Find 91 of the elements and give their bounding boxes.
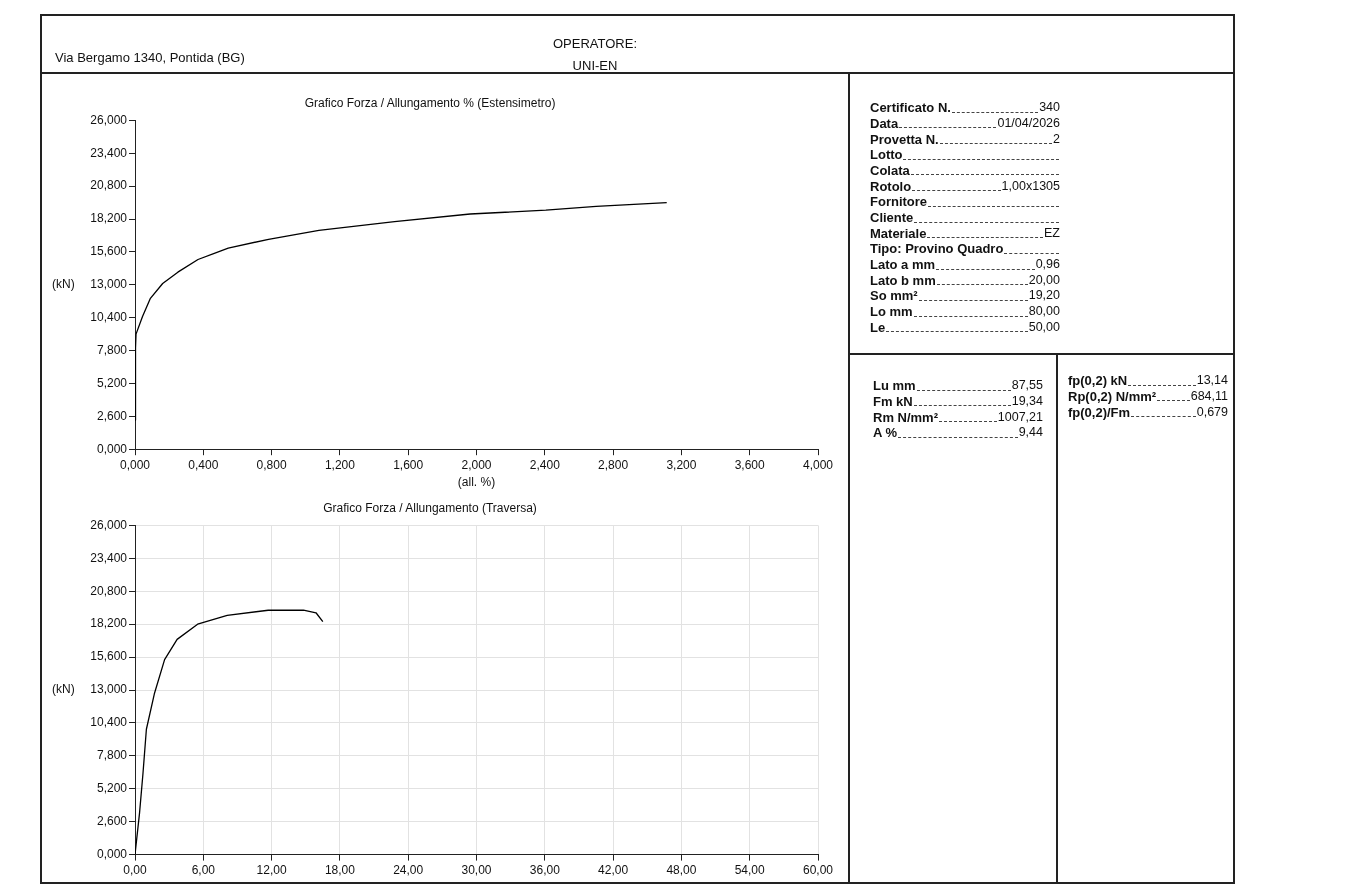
text: Via Bergamo 1340, Pontida (BG) [55,50,245,65]
x-tick-label: 3,600 [734,457,766,472]
chart-title: Grafico Forza / Allungamento (Traversa) [323,500,537,515]
chart-title: Grafico Forza / Allungamento % (Estensimetro) [304,95,556,110]
category-label: Fornitore [870,194,928,210]
x-tick-label: 0,800 [256,457,287,472]
category-label: Materiale [870,225,927,242]
y-tick-label: 0,000 [96,846,128,861]
y-tick-label: 7,800 [96,748,128,763]
text: 87,55 [1011,378,1043,393]
x-tick-label: 48,00 [666,863,697,878]
category-label: Lo mm [870,304,913,320]
x-tick-label: 18,00 [324,863,356,878]
y-tick-label: 2,600 [96,408,128,423]
x-tick-label: 4,000 [802,457,834,472]
text: 9,44 [1018,425,1043,440]
category-label: Data [870,115,899,132]
category-label: Lato a mm [870,257,936,273]
x-tick-label: 30,00 [461,863,492,878]
y-axis-title: (kN) [52,682,75,697]
y-tick-label: 20,800 [90,178,128,193]
text: 340 [1039,100,1060,115]
x-tick-label: 54,00 [734,863,766,878]
x-tick-label: 24,00 [393,863,424,878]
y-tick-label: 26,000 [90,517,128,532]
y-tick-label: 18,200 [90,616,128,631]
text: 20,00 [1028,272,1060,287]
text: EZ [1044,225,1060,240]
text: 0,96 [1035,257,1060,272]
category-label: Fm kN [873,393,913,410]
x-tick-label: 36,00 [529,863,561,878]
category-label: Rp(0,2) N/mm² [1068,388,1157,405]
y-tick-label: 20,800 [90,583,128,598]
x-tick-label: 2,800 [598,457,629,472]
text: 80,00 [1028,304,1060,319]
category-label: Lu mm [873,378,916,394]
x-tick-label: 12,00 [256,863,287,878]
category-label: Colata [870,162,910,179]
x-tick-label: 2,400 [529,457,561,472]
category-label: fp(0,2) kN [1068,373,1128,389]
y-tick-label: 5,200 [96,781,128,796]
y-tick-label: 0,000 [96,441,128,456]
category-label: Cliente [870,210,914,226]
category-label: Rm N/mm² [873,409,939,426]
y-tick-label: 23,400 [90,145,128,160]
text: OPERATORE: [551,36,638,51]
x-tick-label: 2,000 [461,457,492,472]
text: 2 [1053,131,1060,146]
text: 1,00x1305 [1001,178,1060,193]
x-tick-label: 0,000 [119,457,151,472]
y-tick-label: 13,000 [90,277,128,292]
category-label: Rotolo [870,178,912,195]
x-tick-label: 0,00 [123,863,147,878]
y-tick-label: 18,200 [90,211,128,226]
x-tick-label: 0,400 [188,457,219,472]
y-tick-label: 2,600 [96,813,128,828]
category-label: Provetta N. [870,131,939,148]
text: 0,679 [1196,404,1228,419]
category-label: So mm² [870,288,918,304]
y-tick-label: 10,400 [90,309,128,324]
text: 13,14 [1196,373,1228,388]
category-label: Lotto [870,147,903,163]
text: 684,11 [1190,388,1228,403]
category-label: Le [870,319,886,336]
text: 1007,21 [997,409,1043,424]
y-tick-label: 13,000 [90,682,128,697]
x-tick-label: 42,00 [598,863,629,878]
x-tick-label: 6,00 [191,863,216,878]
y-axis-title: (kN) [52,277,75,292]
x-tick-label: 60,00 [802,863,834,878]
y-tick-label: 15,600 [90,649,128,664]
category-label: Tipo: Provino Quadro [870,241,1004,257]
y-tick-label: 15,600 [90,244,128,259]
text: 01/04/2026 [997,115,1060,130]
x-axis-title: (all. %) [457,475,496,490]
y-tick-label: 5,200 [96,375,128,390]
category-label: Lato b mm [870,272,936,289]
y-tick-label: 26,000 [90,112,128,127]
y-tick-label: 10,400 [90,715,128,730]
y-tick-label: 7,800 [96,342,128,357]
category-label: A % [873,425,898,441]
category-label: Certificato N. [870,100,951,116]
x-tick-label: 1,200 [324,457,356,472]
x-tick-label: 1,600 [393,457,424,472]
text: 50,00 [1028,319,1060,334]
x-tick-label: 3,200 [666,457,697,472]
text: 19,34 [1011,393,1043,408]
text: 19,20 [1028,288,1060,303]
y-tick-label: 23,400 [90,550,128,565]
category-label: fp(0,2)/Fm [1068,404,1131,421]
text: UNI-EN [571,58,619,73]
